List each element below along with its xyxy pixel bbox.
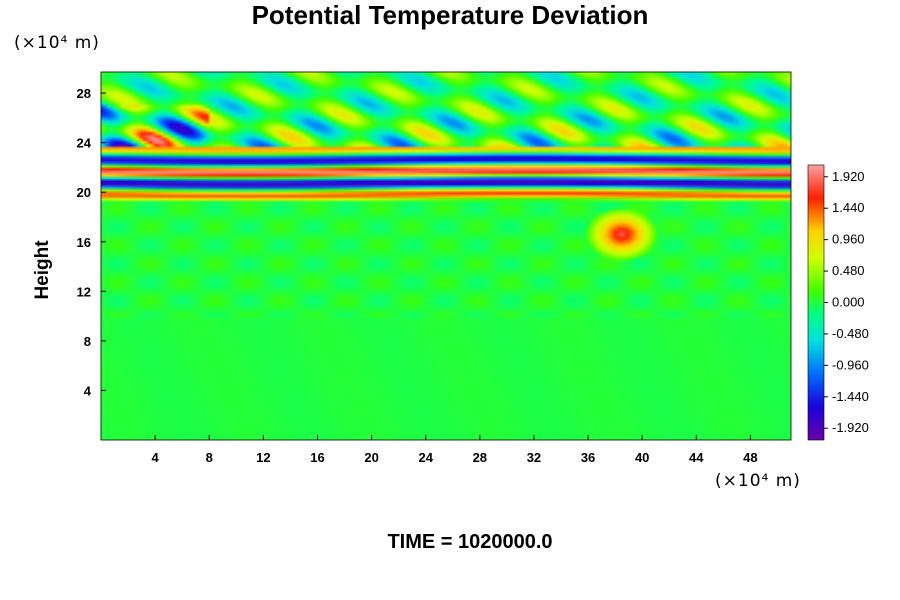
- x-tick-label: 24: [418, 450, 433, 465]
- colorbar: [807, 164, 825, 441]
- colorbar-tick-label: -0.480: [832, 326, 869, 341]
- x-tick-label: 36: [581, 450, 595, 465]
- x-tick-label: 8: [206, 450, 213, 465]
- y-axis-ticks: 4 8 12 16 20 24 28: [77, 86, 106, 398]
- x-tick-label: 44: [689, 450, 704, 465]
- x-tick-label: 28: [473, 450, 487, 465]
- colorbar-tick-label: -1.440: [832, 389, 869, 404]
- x-unit-label: (×10⁴ m): [715, 471, 801, 491]
- chart-title: Potential Temperature Deviation: [251, 0, 649, 30]
- x-tick-label: 12: [256, 450, 270, 465]
- colorbar-tick-label: -1.920: [832, 420, 869, 435]
- y-tick-label: 4: [84, 383, 92, 398]
- y-tick-label: 20: [77, 185, 91, 200]
- colorbar-ticks: 1.920 1.440 0.960 0.480 0.000 -0.480 -0.960 -1.…: [824, 169, 869, 435]
- y-tick-label: 12: [77, 284, 91, 299]
- x-tick-label: 40: [635, 450, 649, 465]
- y-tick-label: 16: [77, 235, 91, 250]
- x-tick-label: 20: [364, 450, 378, 465]
- x-tick-label: 32: [527, 450, 541, 465]
- time-label: TIME = 1020000.0: [387, 531, 553, 553]
- colorbar-tick-label: 0.000: [832, 295, 865, 310]
- x-tick-label: 48: [743, 450, 757, 465]
- y-tick-label: 28: [77, 86, 91, 101]
- y-unit-label: (×10⁴ m): [14, 33, 100, 53]
- y-tick-label: 24: [77, 136, 92, 151]
- heatmap-field: [101, 72, 791, 440]
- x-tick-label: 16: [310, 450, 324, 465]
- x-axis-ticks: 4 8 12 16 20 24 28 32 36 40 44 48: [152, 435, 758, 465]
- colorbar-tick-label: 0.480: [832, 263, 865, 278]
- colorbar-tick-label: 1.440: [832, 200, 865, 215]
- colorbar-tick-label: 0.960: [832, 232, 865, 247]
- x-tick-label: 4: [152, 450, 160, 465]
- colorbar-tick-label: -0.960: [832, 357, 869, 372]
- colorbar-tick-label: 1.920: [832, 169, 865, 184]
- plot-frame: [100, 71, 792, 441]
- y-tick-label: 8: [84, 334, 91, 349]
